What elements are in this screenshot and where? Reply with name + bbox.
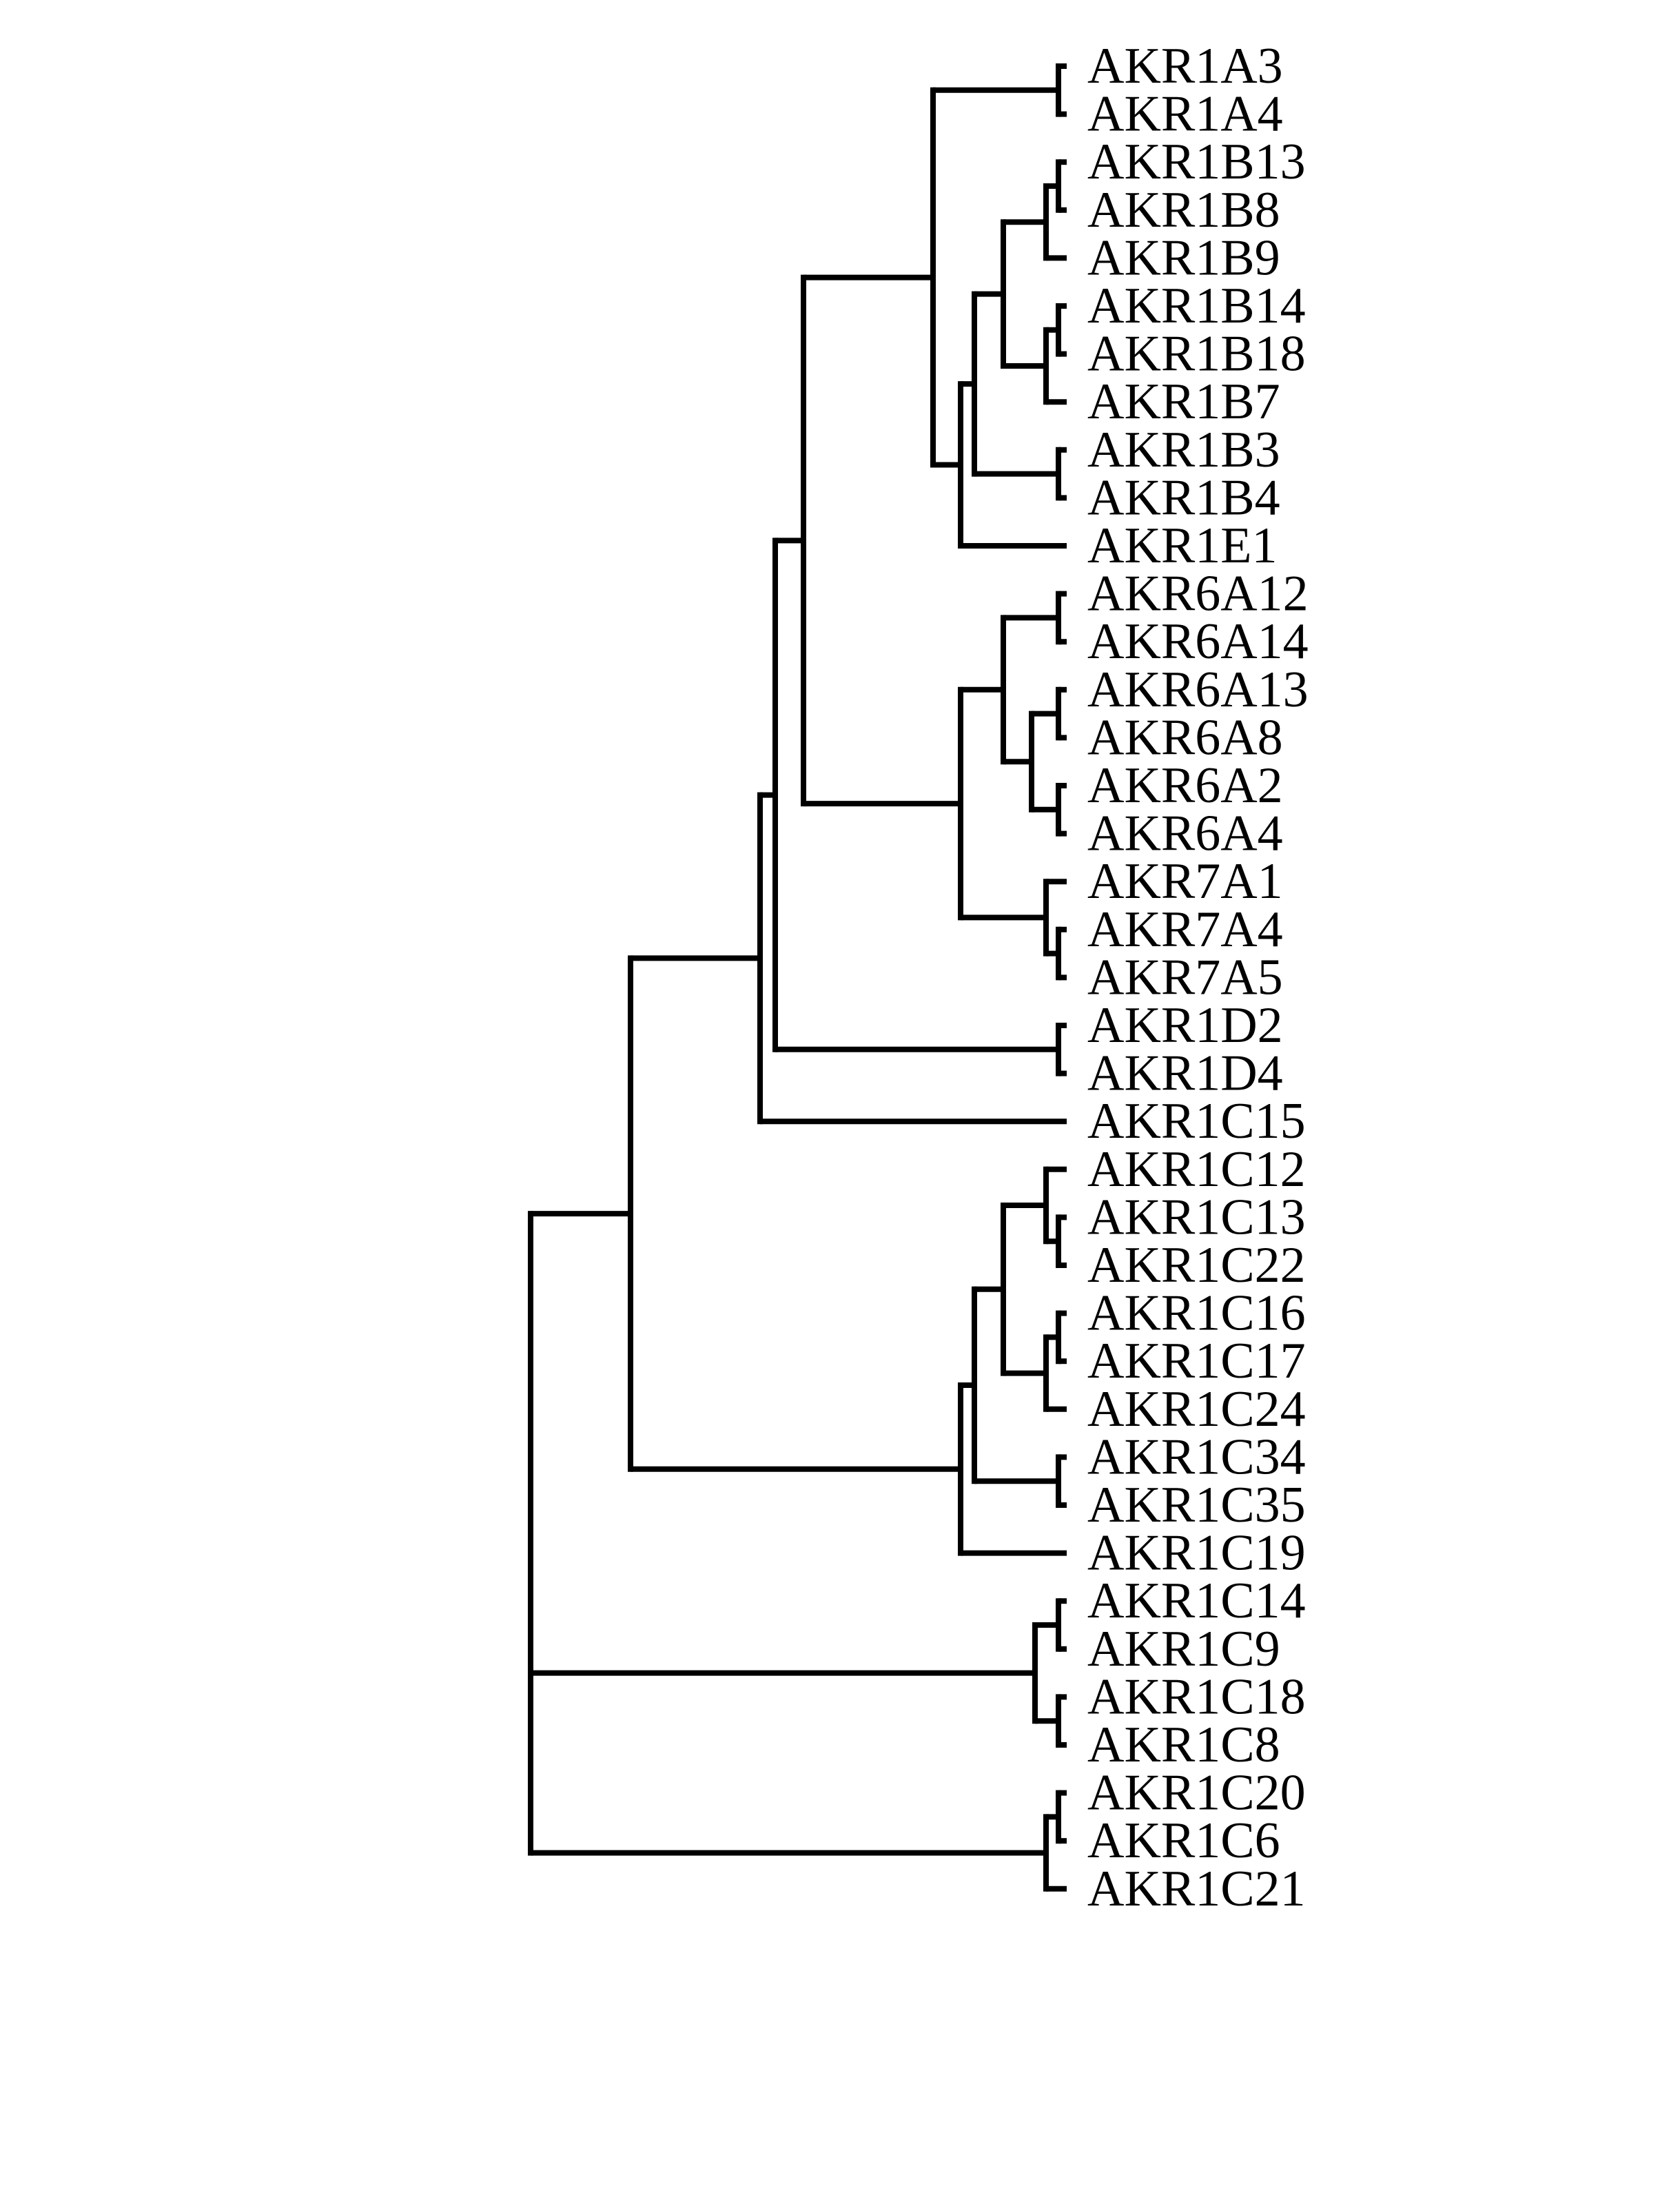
tip-label: AKR1C35 <box>1087 1477 1306 1533</box>
tip-label: AKR6A12 <box>1087 566 1309 622</box>
tip-label: AKR1B13 <box>1087 134 1306 190</box>
tip-label: AKR7A1 <box>1087 853 1283 910</box>
tip-label: AKR1B4 <box>1087 469 1280 526</box>
tip-label: AKR6A2 <box>1087 757 1283 814</box>
tip-label: AKR1D4 <box>1087 1045 1283 1102</box>
tip-label: AKR1B3 <box>1087 422 1280 478</box>
tip-label: AKR1A4 <box>1087 86 1283 143</box>
tip-label: AKR1C18 <box>1087 1668 1306 1725</box>
branch-lines <box>528 63 1067 1892</box>
tip-label: AKR1C12 <box>1087 1141 1306 1198</box>
tip-label: AKR1C8 <box>1087 1717 1280 1773</box>
tip-label: AKR1E1 <box>1087 518 1277 574</box>
tip-label: AKR1C6 <box>1087 1812 1280 1869</box>
tip-label: AKR1C9 <box>1087 1621 1280 1677</box>
tip-label: AKR1C19 <box>1087 1525 1306 1582</box>
tip-label: AKR1C14 <box>1087 1573 1306 1629</box>
tip-label: AKR1C22 <box>1087 1237 1306 1294</box>
tip-label: AKR1B8 <box>1087 182 1280 238</box>
tip-label: AKR1C24 <box>1087 1381 1306 1438</box>
tip-label: AKR1C17 <box>1087 1333 1306 1389</box>
tip-label: AKR1B18 <box>1087 326 1306 382</box>
tip-label: AKR6A8 <box>1087 709 1283 766</box>
tip-label: AKR1C20 <box>1087 1765 1306 1821</box>
tip-label: AKR6A13 <box>1087 662 1309 718</box>
tip-label: AKR1B14 <box>1087 278 1306 334</box>
tip-labels: AKR1A3AKR1A4AKR1B13AKR1B8AKR1B9AKR1B14AK… <box>1087 38 1309 1917</box>
tip-label: AKR1D2 <box>1087 997 1283 1054</box>
tip-label: AKR1C21 <box>1087 1861 1306 1917</box>
tip-label: AKR1B7 <box>1087 374 1280 430</box>
tip-label: AKR6A14 <box>1087 613 1309 670</box>
tip-label: AKR1C15 <box>1087 1093 1306 1149</box>
tip-label: AKR1C34 <box>1087 1429 1306 1485</box>
tip-label: AKR1C16 <box>1087 1285 1306 1342</box>
tip-label: AKR7A5 <box>1087 949 1283 1005</box>
tip-label: AKR7A4 <box>1087 901 1283 958</box>
tip-label: AKR1C13 <box>1087 1189 1306 1245</box>
tip-label: AKR6A4 <box>1087 806 1283 862</box>
tip-label: AKR1A3 <box>1087 38 1283 94</box>
tip-label: AKR1B9 <box>1087 229 1280 286</box>
